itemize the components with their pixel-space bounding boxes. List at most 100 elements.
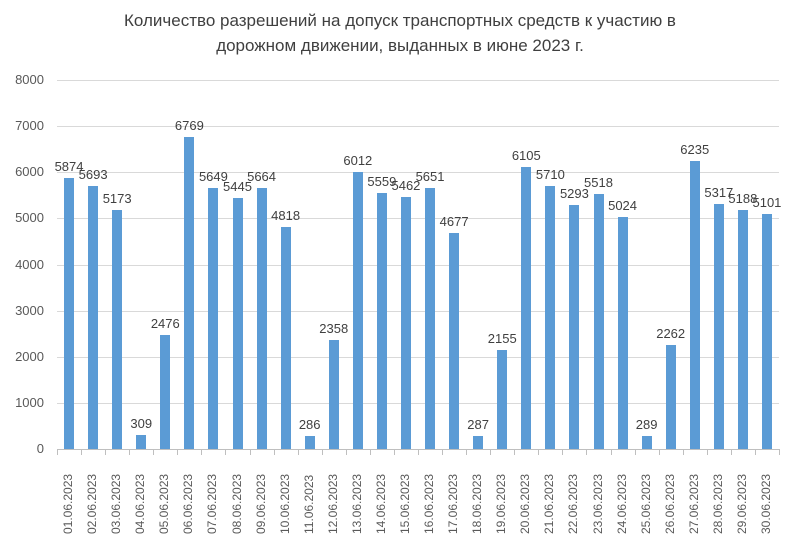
bar [641,435,652,449]
x-tick-label-text: 23.06.2023 [590,473,605,534]
x-tick-label-text: 20.06.2023 [518,473,533,534]
x-tick-label: 26.06.2023 [663,458,679,534]
gridline [57,80,779,81]
data-label: 2476 [150,315,180,331]
y-tick-label: 2000 [15,348,44,364]
data-label: 5651 [415,169,445,185]
bar [425,188,436,449]
bar [304,435,315,449]
bar [569,204,580,449]
x-tick-mark [81,449,83,455]
bar [112,210,123,449]
x-tick-mark [538,449,540,455]
x-tick-mark [466,449,468,455]
y-tick-label: 4000 [15,256,44,272]
bar [473,435,484,449]
x-tick-mark [730,449,732,455]
data-label: 286 [298,416,321,432]
data-label: 6769 [174,117,204,133]
data-label: 4677 [439,214,469,230]
x-tick-mark [249,449,251,455]
y-tick-label: 7000 [15,118,44,134]
x-tick-label-text: 16.06.2023 [422,473,437,534]
x-tick-label-text: 19.06.2023 [494,473,509,534]
bar [497,349,508,449]
gridline [57,310,779,312]
x-tick-label: 08.06.2023 [230,458,246,534]
bar [184,136,195,449]
bar [136,434,147,449]
x-tick-label-text: 12.06.2023 [325,473,340,534]
data-label: 5445 [223,178,252,194]
data-label: 5664 [247,168,277,184]
x-tick-label: 24.06.2023 [615,458,631,534]
x-tick-label-text: 29.06.2023 [734,473,749,534]
x-tick-mark [658,449,660,455]
x-tick-label: 28.06.2023 [711,458,727,534]
bar [88,186,99,449]
x-tick-label-text: 21.06.2023 [542,473,557,534]
data-label: 6012 [343,152,373,168]
x-tick-label-text: 18.06.2023 [470,473,485,534]
x-tick-label-text: 14.06.2023 [373,473,388,534]
x-tick-label-text: 01.06.2023 [61,473,76,534]
data-label: 5710 [535,166,565,182]
x-tick-label-text: 24.06.2023 [614,473,629,534]
y-tick-label: 0 [36,441,44,456]
gridline [57,264,779,266]
bar [280,226,291,449]
x-tick-label-text: 13.06.2023 [349,473,364,534]
bar [400,197,411,449]
data-label: 5188 [728,190,758,206]
chart-title: Количество разрешений на допуск транспор… [0,8,800,58]
y-tick-label: 3000 [15,302,44,318]
data-label: 4818 [271,207,301,223]
x-tick-label: 12.06.2023 [326,458,342,534]
data-label: 2155 [487,330,517,346]
x-tick-mark [345,449,347,455]
bar [376,192,387,449]
x-tick-label-text: 05.06.2023 [157,473,172,534]
plot-area [57,80,779,449]
x-tick-mark [682,449,684,455]
data-label: 5649 [198,169,228,185]
gridline [57,218,779,220]
data-label: 2358 [319,321,349,337]
x-tick-label-text: 10.06.2023 [277,473,292,534]
x-tick-label: 05.06.2023 [157,458,173,534]
x-tick-mark [442,449,444,455]
x-tick-mark [57,449,58,455]
x-tick-mark [779,449,780,455]
x-tick-label: 20.06.2023 [518,458,534,534]
x-tick-label-text: 27.06.2023 [686,473,701,534]
data-label: 6235 [680,142,710,158]
gridline [57,356,779,358]
x-tick-label: 10.06.2023 [278,458,294,534]
x-tick-label-text: 15.06.2023 [397,473,412,534]
x-tick-label-text: 09.06.2023 [253,473,268,534]
x-tick-label-text: 30.06.2023 [758,473,773,534]
y-tick-label: 6000 [15,164,44,180]
gridline [57,172,779,174]
data-label: 5518 [584,175,613,191]
x-tick-label: 18.06.2023 [470,458,486,534]
x-tick-label: 27.06.2023 [687,458,703,534]
x-tick-label: 07.06.2023 [205,458,221,534]
bar [761,213,772,449]
x-tick-label: 02.06.2023 [85,458,101,534]
chart-title-line-2: дорожном движении, выданных в июне 2023 … [216,36,584,55]
x-tick-mark [201,449,203,455]
data-label: 5173 [102,191,132,207]
x-tick-mark [177,449,179,455]
x-tick-mark [490,449,492,455]
bar [160,334,171,449]
data-label: 309 [130,415,153,431]
x-tick-label: 22.06.2023 [566,458,582,534]
x-tick-mark [369,449,371,455]
bar [713,203,724,449]
bar [665,344,676,449]
bar [64,178,75,449]
x-tick-label-text: 04.06.2023 [133,473,148,534]
bar [593,194,604,449]
x-tick-label: 23.06.2023 [591,458,607,534]
